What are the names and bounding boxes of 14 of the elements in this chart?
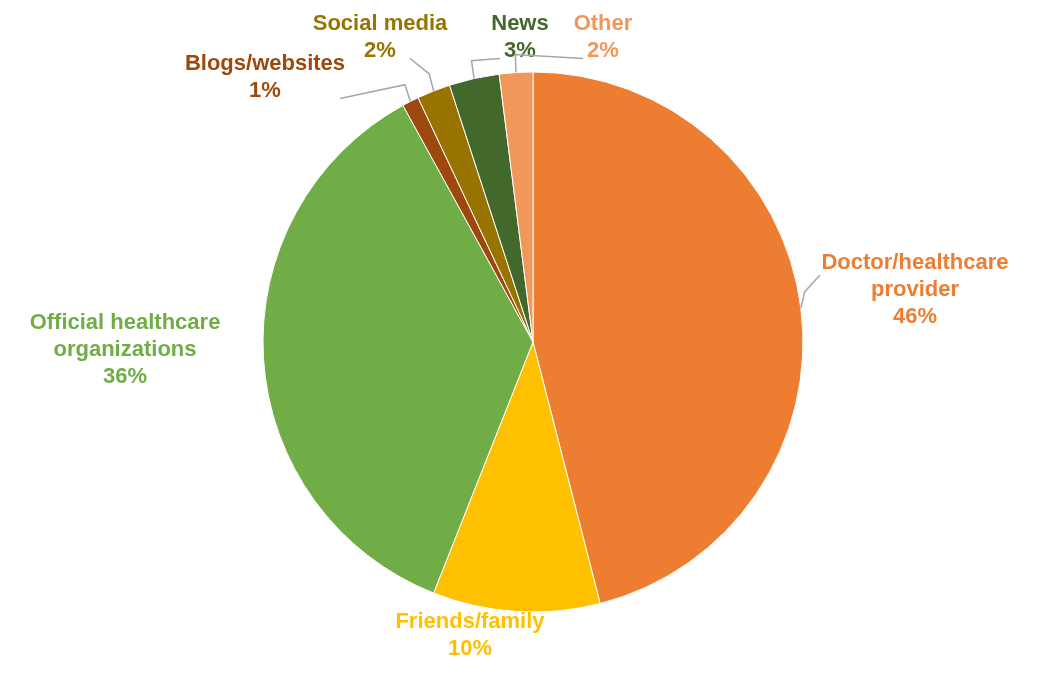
- data-label: 46%: [892, 302, 938, 328]
- slice-label: Other: [573, 9, 633, 35]
- slice-label: News: [491, 9, 549, 35]
- slice-label: Official healthcare organizations: [29, 308, 221, 361]
- data-label: 2%: [364, 36, 396, 62]
- slice-label: Social media: [312, 9, 449, 35]
- data-label: 36%: [102, 362, 148, 388]
- data-label: 1%: [249, 76, 281, 102]
- data-label: 10%: [447, 634, 493, 660]
- slice-label: Blogs/websites: [184, 49, 346, 75]
- slice-label: Doctor/healthcare provider: [821, 248, 1009, 301]
- data-label: 2%: [587, 36, 619, 62]
- data-label: 3%: [504, 36, 536, 62]
- slice-label: Friends/family: [395, 607, 546, 633]
